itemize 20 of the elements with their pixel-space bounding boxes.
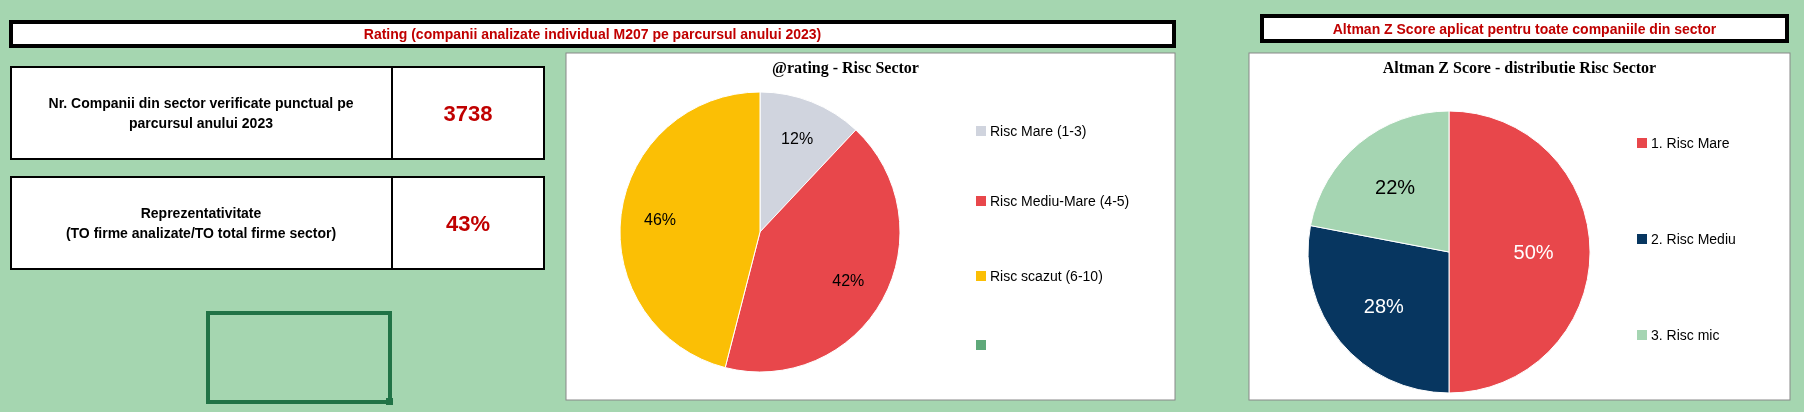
legend-label: 2. Risc Mediu xyxy=(1651,231,1736,247)
text: 43% xyxy=(445,210,491,236)
data-label: 22% xyxy=(1375,175,1416,198)
chart-subtitle: Altman Z Score - distributie Risc Sector xyxy=(1382,59,1657,76)
text: Reprezentativitate (TO firme analizate/TO total firme sector) xyxy=(65,204,337,242)
data-label: 28% xyxy=(1363,294,1405,317)
text: Nr. Companii din sector verificate punctual pe parcursul anului 2023 xyxy=(48,94,354,132)
legend-label: Risc scazut (6-10) xyxy=(990,268,1103,284)
text: Rating (companii analizate individual M207 pe parcursul anului 2023) xyxy=(363,26,822,42)
legend-label: Risc Mediu-Mare (4-5) xyxy=(990,193,1130,209)
chart-title: Altman Z Score aplicat pentru toate companiile din sector xyxy=(1332,20,1717,37)
legend-label: 1. Risc Mare xyxy=(1651,135,1730,151)
legend-label: 3. Risc mic xyxy=(1651,327,1720,343)
data-label: 46% xyxy=(643,210,677,228)
data-label: 12% xyxy=(781,129,814,147)
legend-label: Risc Mare (1-3) xyxy=(990,123,1087,139)
text: 3738 xyxy=(443,100,493,126)
chart-title: @rating - Risc Sector xyxy=(772,59,919,77)
data-label: 50% xyxy=(1513,241,1554,263)
data-label: 42% xyxy=(832,272,865,290)
